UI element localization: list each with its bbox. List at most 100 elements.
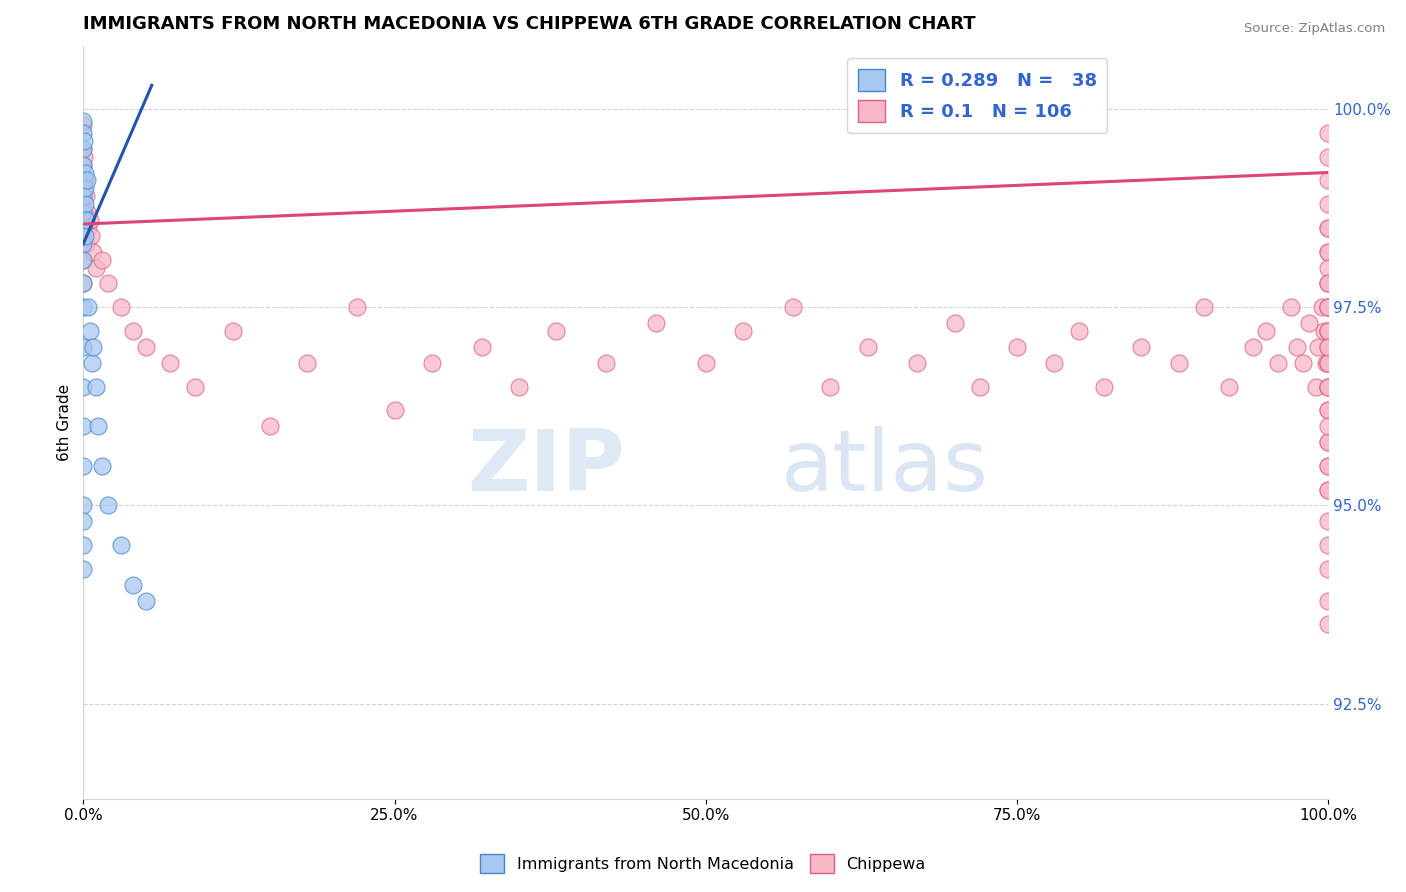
Point	[546, 324, 568, 338]
Point	[1317, 126, 1340, 140]
Point	[1305, 379, 1327, 393]
Point	[1317, 277, 1340, 291]
Text: atlas: atlas	[780, 425, 988, 509]
Point	[1317, 244, 1340, 259]
Point	[420, 356, 443, 370]
Text: Source: ZipAtlas.com: Source: ZipAtlas.com	[1244, 22, 1385, 36]
Point	[72, 118, 94, 132]
Point	[73, 150, 96, 164]
Point	[1317, 277, 1340, 291]
Point	[1092, 379, 1115, 393]
Point	[1317, 562, 1340, 576]
Point	[1043, 356, 1066, 370]
Point	[84, 260, 107, 275]
Point	[72, 228, 94, 243]
Point	[1285, 340, 1308, 354]
Point	[72, 158, 94, 172]
Point	[1317, 379, 1340, 393]
Point	[72, 173, 94, 187]
Point	[110, 300, 132, 314]
Point	[72, 205, 94, 219]
Point	[72, 379, 94, 393]
Point	[72, 205, 94, 219]
Point	[1317, 324, 1340, 338]
Point	[1317, 300, 1340, 314]
Point	[1317, 221, 1340, 235]
Point	[969, 379, 991, 393]
Point	[471, 340, 494, 354]
Point	[259, 419, 281, 434]
Point	[1069, 324, 1091, 338]
Point	[1315, 356, 1337, 370]
Point	[73, 173, 96, 187]
Point	[73, 228, 96, 243]
Point	[72, 126, 94, 140]
Point	[1317, 356, 1340, 370]
Point	[1317, 538, 1340, 552]
Point	[1167, 356, 1189, 370]
Point	[1130, 340, 1153, 354]
Point	[91, 458, 114, 473]
Point	[1317, 483, 1340, 497]
Point	[1005, 340, 1028, 354]
Point	[1317, 617, 1340, 632]
Point	[80, 356, 103, 370]
Point	[1317, 356, 1340, 370]
Point	[1317, 435, 1340, 450]
Text: ZIP: ZIP	[467, 425, 624, 509]
Point	[72, 562, 94, 576]
Point	[72, 252, 94, 267]
Point	[1317, 150, 1340, 164]
Point	[1317, 300, 1340, 314]
Point	[1317, 356, 1340, 370]
Point	[1317, 173, 1340, 187]
Point	[1192, 300, 1215, 314]
Point	[1317, 403, 1340, 417]
Point	[73, 134, 96, 148]
Point	[72, 142, 94, 156]
Point	[75, 189, 97, 203]
Point	[1313, 324, 1336, 338]
Point	[72, 158, 94, 172]
Point	[82, 340, 104, 354]
Point	[73, 165, 96, 179]
Point	[135, 593, 157, 607]
Point	[1317, 260, 1340, 275]
Point	[943, 316, 966, 330]
Point	[1317, 277, 1340, 291]
Point	[82, 244, 104, 259]
Point	[72, 499, 94, 513]
Point	[1267, 356, 1289, 370]
Point	[1254, 324, 1277, 338]
Legend: Immigrants from North Macedonia, Chippewa: Immigrants from North Macedonia, Chippew…	[474, 847, 932, 880]
Point	[1317, 458, 1340, 473]
Point	[122, 578, 145, 592]
Point	[159, 356, 181, 370]
Point	[1317, 514, 1340, 528]
Point	[72, 252, 94, 267]
Point	[782, 300, 804, 314]
Point	[1317, 324, 1340, 338]
Point	[1317, 458, 1340, 473]
Point	[1317, 483, 1340, 497]
Point	[1317, 379, 1340, 393]
Point	[80, 228, 103, 243]
Point	[91, 252, 114, 267]
Point	[645, 316, 668, 330]
Y-axis label: 6th Grade: 6th Grade	[58, 384, 72, 461]
Point	[1317, 300, 1340, 314]
Point	[856, 340, 879, 354]
Point	[1317, 435, 1340, 450]
Point	[72, 236, 94, 251]
Point	[97, 499, 120, 513]
Point	[97, 277, 120, 291]
Point	[1317, 379, 1340, 393]
Point	[818, 379, 841, 393]
Point	[84, 379, 107, 393]
Point	[297, 356, 319, 370]
Point	[1317, 324, 1340, 338]
Point	[1317, 197, 1340, 211]
Point	[384, 403, 406, 417]
Point	[1317, 221, 1340, 235]
Point	[72, 142, 94, 156]
